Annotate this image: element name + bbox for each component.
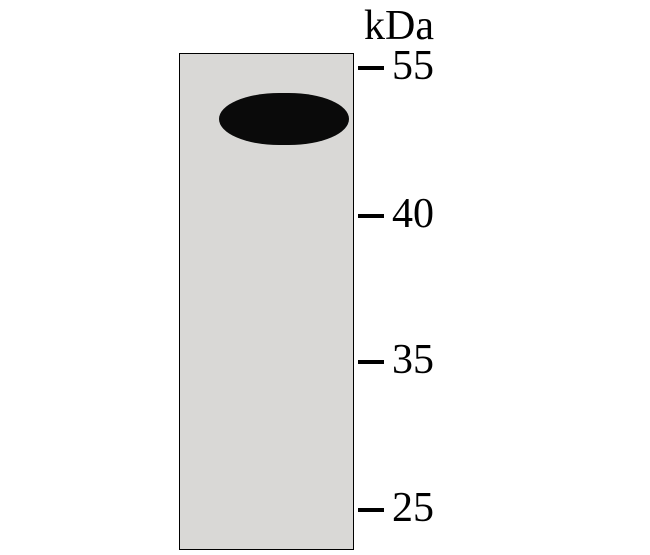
marker-tick: [358, 66, 384, 70]
blot-figure: kDa 55403525: [0, 0, 650, 555]
marker-label: 35: [392, 336, 434, 384]
protein-band: [219, 93, 349, 145]
marker-label: 25: [392, 484, 434, 532]
marker-label: 40: [392, 190, 434, 238]
marker-label: 55: [392, 42, 434, 90]
blot-lane: [179, 53, 354, 550]
marker-tick: [358, 508, 384, 512]
marker-tick: [358, 214, 384, 218]
marker-tick: [358, 360, 384, 364]
